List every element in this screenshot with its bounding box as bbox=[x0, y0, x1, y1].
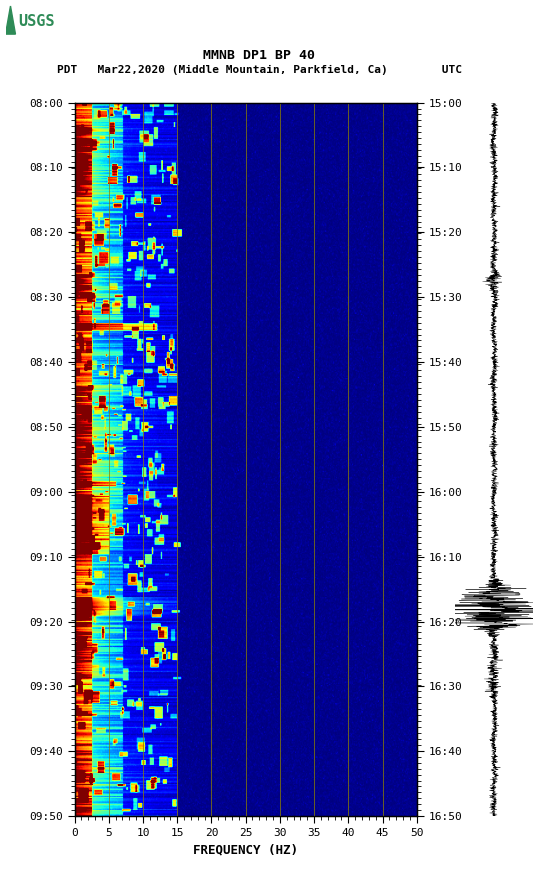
Text: PDT   Mar22,2020 (Middle Mountain, Parkfield, Ca)        UTC: PDT Mar22,2020 (Middle Mountain, Parkfie… bbox=[57, 65, 462, 76]
Polygon shape bbox=[6, 6, 15, 34]
Text: USGS: USGS bbox=[18, 14, 55, 29]
X-axis label: FREQUENCY (HZ): FREQUENCY (HZ) bbox=[193, 844, 298, 856]
Text: MMNB DP1 BP 40: MMNB DP1 BP 40 bbox=[204, 49, 315, 62]
